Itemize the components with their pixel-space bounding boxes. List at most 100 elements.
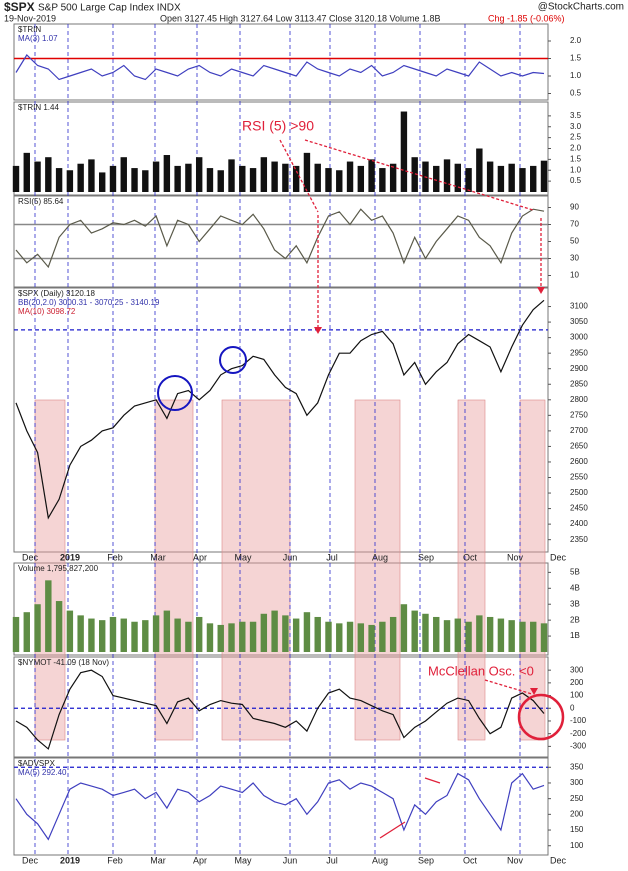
bar [109, 165, 117, 192]
legend-text: MA(3) 1.07 [18, 34, 58, 43]
shade [519, 399, 546, 741]
bar [206, 168, 214, 192]
bar [346, 621, 354, 652]
x-tick-label: Feb [107, 855, 123, 865]
x-tick-label: Dec [550, 855, 567, 865]
x-tick-label: May [234, 855, 252, 865]
y-tick-label: 2550 [570, 473, 588, 482]
y-tick-label: 300 [570, 778, 584, 787]
y-tick-label: 150 [570, 825, 584, 834]
x-tick-label: Sep [418, 552, 434, 562]
bar [152, 615, 160, 652]
bar [185, 621, 192, 652]
bar [142, 620, 149, 652]
bar [228, 159, 235, 192]
bar [217, 624, 224, 652]
bar [465, 621, 472, 652]
y-tick-label: 1.5 [570, 154, 582, 163]
bar [195, 616, 203, 652]
y-tick-label: 0.5 [570, 176, 582, 185]
date: 19-Nov-2019 [4, 13, 56, 23]
y-tick-label: -200 [570, 729, 587, 738]
arrow [484, 679, 533, 695]
y-tick-label: 2.0 [570, 144, 582, 153]
series-line [15, 772, 545, 841]
x-tick-label: May [234, 552, 252, 562]
shade [154, 399, 194, 741]
y-tick-label: 350 [570, 762, 584, 771]
bar [34, 604, 41, 652]
bar [292, 165, 300, 192]
bar [34, 161, 41, 192]
bar [336, 170, 343, 192]
bar [23, 152, 30, 192]
bar [152, 161, 160, 192]
bar [422, 613, 429, 652]
bar [142, 170, 149, 192]
subtitle: S&P 500 Large Cap Index INDX [38, 3, 181, 14]
bar [23, 612, 30, 652]
y-tick-label: -100 [570, 716, 587, 725]
x-tick-label: Aug [372, 855, 388, 865]
y-tick-label: 1.5 [570, 54, 582, 63]
bar [465, 168, 472, 192]
bar [55, 168, 63, 192]
bar [66, 170, 74, 192]
shade [221, 399, 291, 741]
y-tick-label: 50 [570, 237, 579, 246]
bar [508, 163, 515, 192]
bar [120, 157, 127, 192]
bar [77, 163, 84, 192]
bar [271, 161, 278, 192]
x-tick-label: Dec [22, 552, 39, 562]
y-tick-label: 1B [570, 631, 580, 640]
y-tick-label: 0.5 [570, 89, 582, 98]
bar [476, 615, 483, 652]
bar [88, 618, 95, 652]
bar [131, 621, 138, 652]
legend-text: $SPX (Daily) 3120.18 [18, 289, 95, 298]
y-tick-label: 0 [570, 703, 575, 712]
shade [457, 399, 486, 741]
y-tick-label: 2950 [570, 348, 588, 357]
bar [260, 613, 268, 652]
y-tick-label: 2450 [570, 504, 588, 513]
y-tick-label: 5B [570, 567, 580, 576]
x-tick-label: 2019 [60, 855, 80, 865]
bar [379, 621, 386, 652]
bar [325, 168, 332, 192]
bar [131, 168, 138, 192]
bar [519, 168, 526, 192]
bar [368, 624, 375, 652]
bar [476, 148, 483, 192]
x-tick-label: Oct [463, 855, 478, 865]
y-tick-label: 2B [570, 615, 580, 624]
bar [45, 157, 52, 192]
bar [249, 168, 257, 192]
bar [174, 618, 181, 652]
bar [443, 159, 451, 192]
panel [13, 757, 549, 856]
bar [239, 621, 246, 652]
y-tick-label: 2350 [570, 535, 588, 544]
bar [530, 621, 537, 652]
bar [163, 155, 171, 192]
x-tick-label: Apr [193, 552, 207, 562]
y-tick-label: 2500 [570, 488, 588, 497]
y-tick-label: 90 [570, 203, 579, 212]
x-tick-label: Nov [507, 552, 524, 562]
y-tick-label: 3.0 [570, 122, 582, 131]
x-tick-label: Nov [507, 855, 524, 865]
legend-text: MA(10) 3098.72 [18, 307, 76, 316]
y-tick-label: 250 [570, 794, 584, 803]
bar [357, 623, 365, 652]
bar [486, 161, 494, 192]
shade [34, 399, 66, 741]
bar [540, 160, 548, 192]
x-tick-label: 2019 [60, 552, 80, 562]
arrow-head [314, 327, 322, 334]
bar [12, 165, 20, 192]
bar [163, 610, 171, 652]
panel [13, 656, 549, 758]
bar [400, 111, 408, 192]
